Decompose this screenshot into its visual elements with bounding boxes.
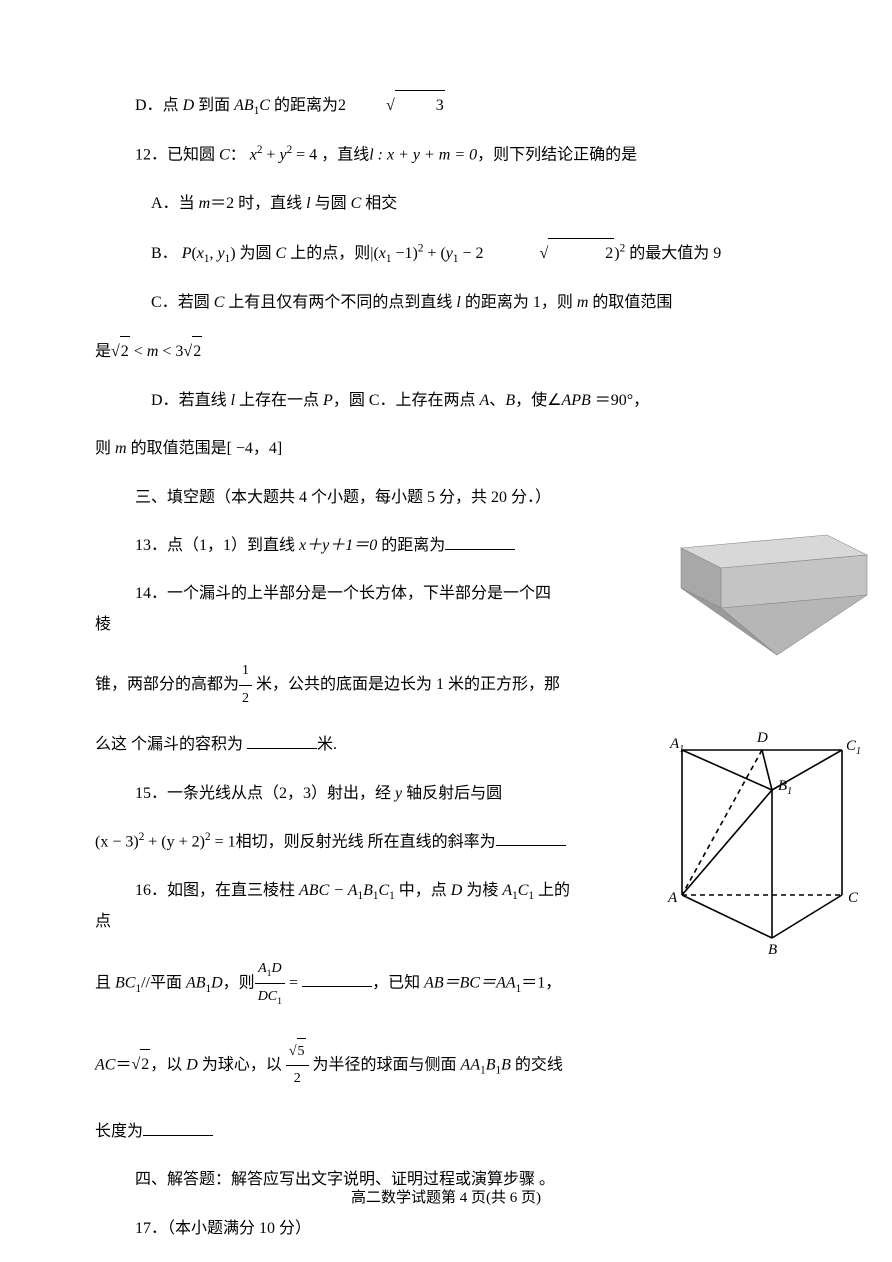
q16-figure-prism: A1 D C1 B1 A C B bbox=[662, 720, 862, 965]
svg-text:A1: A1 bbox=[669, 736, 684, 755]
q14-blank bbox=[247, 733, 317, 749]
section-3-heading: 三、填空题（本大题共 4 个小题，每小题 5 分，共 20 分．） bbox=[95, 483, 797, 513]
page-footer: 高二数学试题第 4 页(共 6 页) bbox=[0, 1186, 892, 1207]
q16-line4: 长度为 bbox=[95, 1117, 797, 1147]
q12-option-b: B． P(x1, y1) 为圆 C 上的点，则|(x1 −1)2 + (y1 −… bbox=[95, 238, 797, 270]
q14-line2: 锥，两部分的高都为12 米，公共的底面是边长为 1 米的正方形，那 bbox=[95, 658, 797, 712]
q16-blank2 bbox=[143, 1120, 213, 1136]
q13-blank bbox=[445, 534, 515, 550]
q16-blank1 bbox=[302, 971, 372, 987]
q16-line3: AC＝2，以 D 为球心，以 52 为半径的球面与侧面 AA1B1B 的交线 bbox=[95, 1038, 797, 1093]
svg-text:C1: C1 bbox=[846, 738, 861, 757]
svg-text:B1: B1 bbox=[778, 778, 792, 797]
q12-option-a: A．当 m＝2 时，直线 l 与圆 C 相交 bbox=[95, 189, 797, 219]
svg-text:A: A bbox=[667, 890, 678, 906]
q14-figure-hopper bbox=[659, 520, 874, 665]
svg-text:B: B bbox=[768, 942, 777, 958]
q15-blank bbox=[496, 830, 566, 846]
q11-option-d: D．点 D 到面 AB1C 的距离为23 bbox=[95, 90, 797, 122]
svg-text:C: C bbox=[848, 890, 859, 906]
q12-option-d-line2: 则 m 的取值范围是[ −4，4] bbox=[95, 434, 797, 464]
svg-text:D: D bbox=[756, 730, 768, 746]
q12-option-c-line2: 是2 < m < 32 bbox=[95, 336, 797, 367]
q12-option-c-line1: C．若圆 C 上有且仅有两个不同的点到直线 l 的距离为 1，则 m 的取值范围 bbox=[95, 288, 797, 318]
q12-option-d-line1: D．若直线 l 上存在一点 P，圆 C．上存在两点 A、B，使∠APB ＝90°… bbox=[95, 386, 797, 416]
q12-stem: 12．已知圆 C： x2 + y2 = 4 ，直线l : x + y + m =… bbox=[95, 140, 797, 171]
q17: 17．（本小题满分 10 分） bbox=[95, 1214, 797, 1244]
